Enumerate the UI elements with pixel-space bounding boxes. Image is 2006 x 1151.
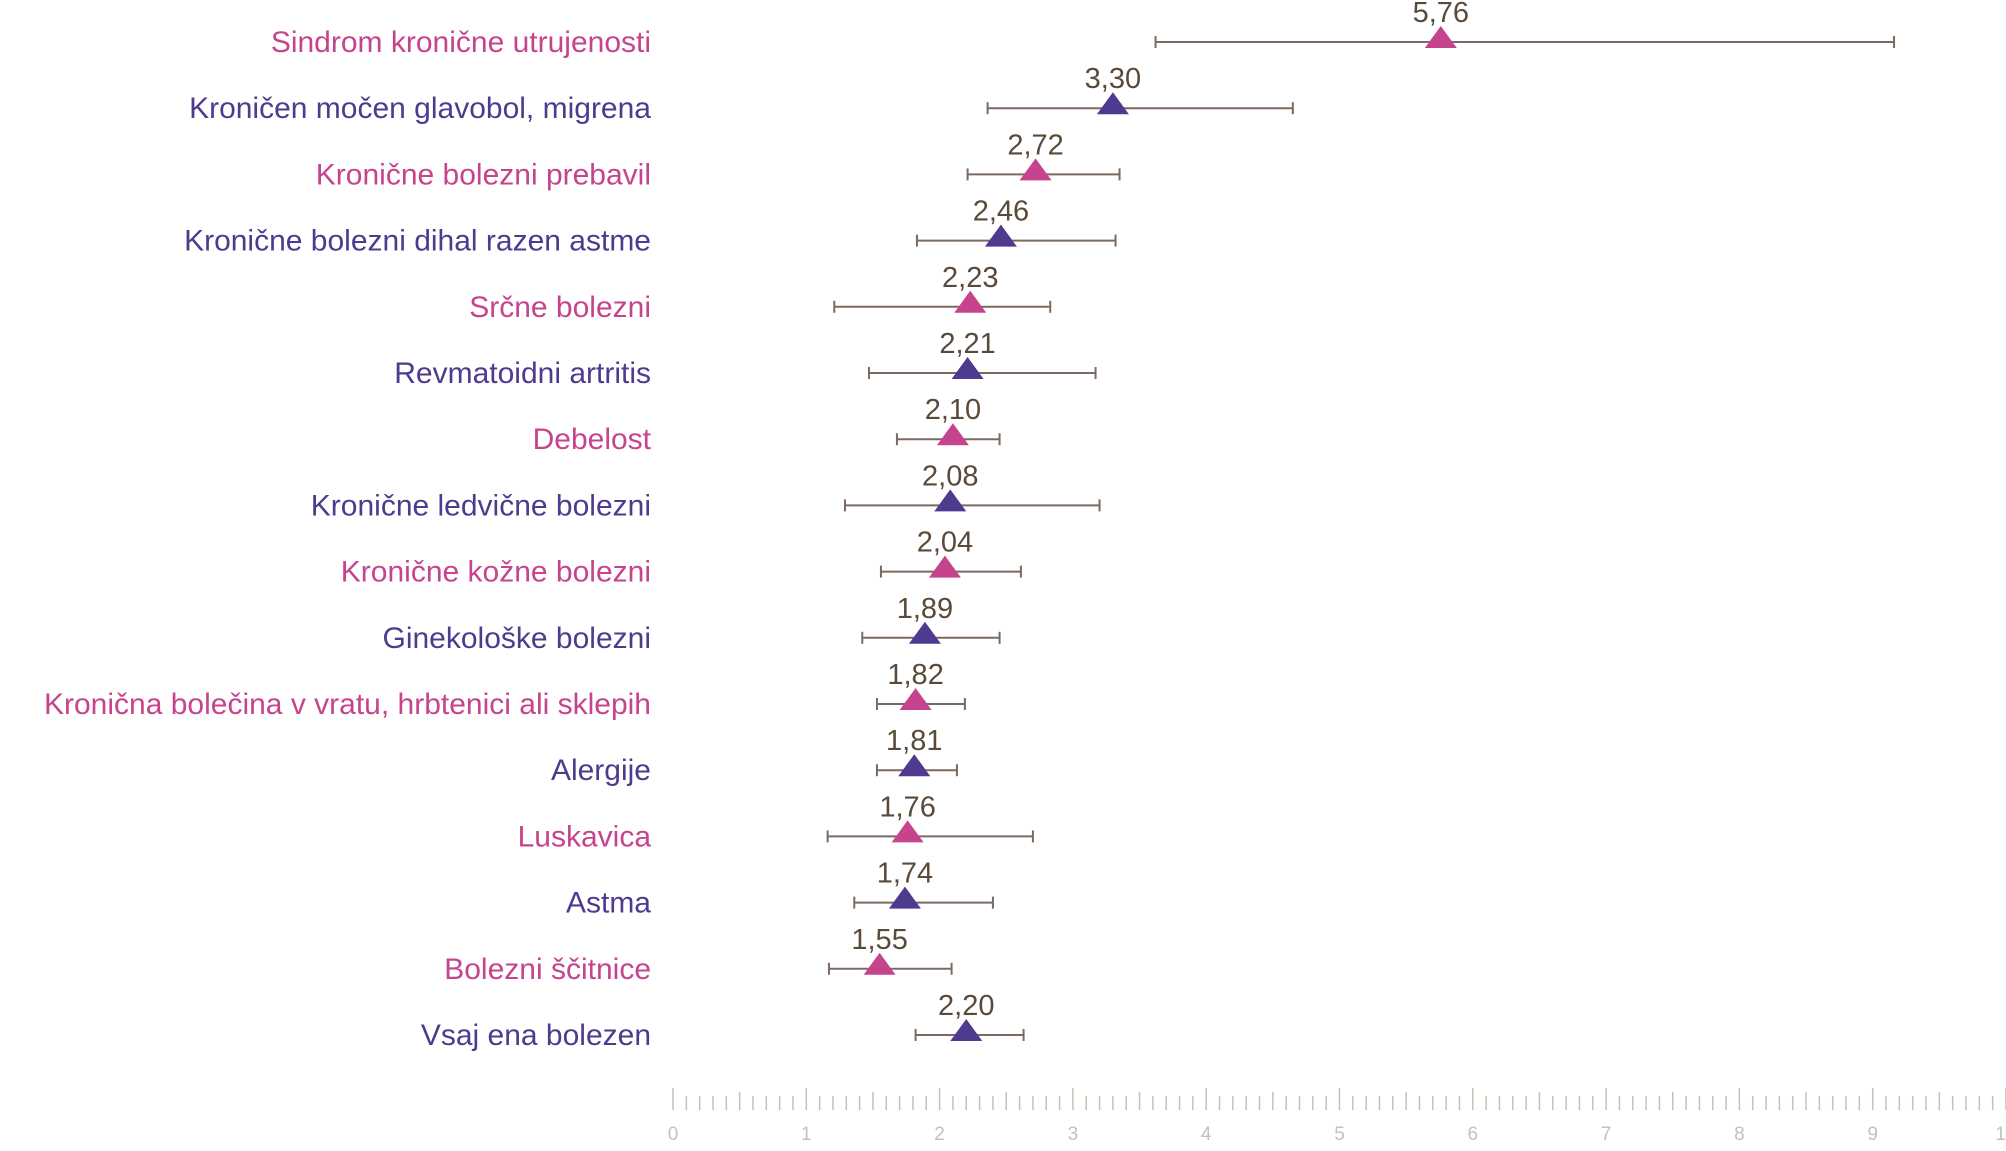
forest-row: Debelost 2,10 [533,394,1001,456]
category-label: Revmatoidni artritis [394,357,651,390]
category-label: Debelost [533,423,652,456]
x-tick-label: 0 [668,1124,679,1145]
category-label: Srčne bolezni [469,291,651,324]
value-label: 2,46 [973,196,1029,228]
category-label: Bolezni ščitnice [444,953,651,986]
forest-row: Kroničen močen glavobol, migrena 3,30 [189,63,1294,125]
forest-row: Kronične kožne bolezni 2,04 [341,527,1022,589]
x-tick-label: 1 [801,1124,812,1145]
value-label: 1,55 [851,924,907,956]
estimate-triangle-marker [951,357,984,379]
forest-row: Kronične bolezni dihal razen astme 2,46 [184,196,1117,258]
value-label: 1,76 [879,791,935,823]
category-label: Kronične bolezni dihal razen astme [184,225,651,258]
x-tick-label: 6 [1468,1124,1479,1145]
category-label: Astma [566,887,651,920]
estimate-triangle-marker [936,423,969,446]
forest-row: Ginekološke bolezni 1,89 [383,593,1001,655]
value-label: 2,21 [939,328,995,360]
x-tick-label: 2 [934,1124,945,1145]
category-label: Alergije [551,754,651,787]
forest-row: Srčne bolezni 2,23 [469,262,1052,324]
category-label: Kronične bolezni prebavil [316,158,651,191]
forest-row: Kronične bolezni prebavil 2,72 [316,129,1121,191]
value-label: 1,82 [887,659,943,691]
estimate-triangle-marker [954,290,987,313]
value-label: 5,76 [1413,0,1469,29]
forest-row: Revmatoidni artritis 2,21 [394,328,1097,390]
x-tick-label: 5 [1334,1124,1345,1145]
estimate-triangle-marker [891,820,924,843]
estimate-triangle-marker [928,555,961,578]
value-label: 1,81 [886,725,942,757]
x-tick-label: 7 [1601,1124,1612,1145]
value-label: 2,04 [917,527,973,559]
category-label: Kronične kožne bolezni [341,556,651,589]
estimate-triangle-marker [898,754,931,777]
category-label: Sindrom kronične utrujenosti [271,26,651,59]
forest-row: Kronična bolečina v vratu, hrbtenici ali… [44,659,966,721]
category-label: Luskavica [518,820,652,853]
value-label: 1,74 [877,858,933,890]
x-tick-label: 8 [1734,1124,1745,1145]
forest-row: Sindrom kronične utrujenosti 5,76 [271,0,1896,59]
category-label: Vsaj ena bolezen [421,1019,651,1052]
category-label: Ginekološke bolezni [383,622,652,655]
x-tick-label: 3 [1068,1124,1079,1145]
x-tick-label: 10 [1995,1124,2006,1145]
estimate-triangle-marker [863,952,896,975]
x-axis: 0 1 2 3 4 5 6 7 8 9 10 [668,1088,2006,1145]
value-label: 2,72 [1007,129,1063,161]
x-tick-label: 9 [1867,1124,1878,1145]
value-label: 2,08 [922,460,978,492]
rows-layer: Sindrom kronične utrujenosti 5,76 Kroničen… [44,0,1896,1052]
estimate-triangle-marker [888,886,921,909]
estimate-triangle-marker [1019,158,1052,181]
category-label: Kroničen močen glavobol, migrena [189,92,651,125]
forest-row: Kronične ledvične bolezni 2,08 [311,460,1101,522]
estimate-triangle-marker [1424,26,1457,48]
value-label: 2,20 [938,990,994,1022]
category-label: Kronična bolečina v vratu, hrbtenici ali… [44,688,651,721]
forest-row: Bolezni ščitnice 1,55 [444,924,953,986]
estimate-triangle-marker [950,1019,983,1041]
estimate-triangle-marker [899,688,932,710]
value-label: 2,10 [925,394,981,426]
x-tick-label: 4 [1201,1124,1212,1145]
estimate-triangle-marker [1096,92,1129,115]
forest-row: Astma 1,74 [566,858,994,920]
category-label: Kronične ledvične bolezni [311,489,651,522]
forest-row: Alergije 1,81 [551,725,958,787]
value-label: 3,30 [1085,63,1141,95]
estimate-triangle-marker [908,621,941,644]
value-label: 2,23 [942,262,998,294]
estimate-triangle-marker [934,489,967,512]
value-label: 1,89 [897,593,953,625]
forest-row: Vsaj ena bolezen 2,20 [421,990,1025,1052]
forest-row: Luskavica 1,76 [518,791,1034,853]
estimate-triangle-marker [984,224,1017,247]
